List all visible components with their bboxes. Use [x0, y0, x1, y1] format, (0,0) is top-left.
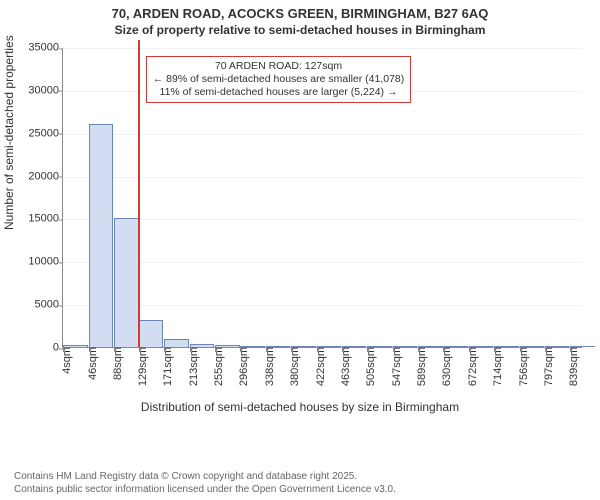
x-tick-label: 213sqm	[184, 347, 200, 386]
gridline	[63, 305, 582, 306]
x-tick-label: 296sqm	[234, 347, 250, 386]
x-tick-label: 797sqm	[539, 347, 555, 386]
property-marker-line	[138, 40, 140, 347]
gridline	[63, 134, 582, 135]
x-tick-label: 839sqm	[564, 347, 580, 386]
chart-subtitle: Size of property relative to semi-detach…	[0, 21, 600, 37]
x-axis-label: Distribution of semi-detached houses by …	[0, 400, 600, 414]
y-tick-label: 10000	[19, 257, 59, 268]
gridline	[63, 219, 582, 220]
x-tick-label: 505sqm	[361, 347, 377, 386]
gridline	[63, 177, 582, 178]
histogram-bar	[114, 218, 139, 347]
annotation-line-1: 70 ARDEN ROAD: 127sqm	[153, 60, 405, 73]
footer-line-2: Contains public sector information licen…	[14, 484, 396, 497]
annotation-line-2: ← 89% of semi-detached houses are smalle…	[153, 73, 405, 86]
x-tick-label: 547sqm	[387, 347, 403, 386]
histogram-bar	[89, 124, 114, 347]
y-tick-label: 5000	[19, 300, 59, 311]
x-tick-label: 589sqm	[412, 347, 428, 386]
x-tick-label: 380sqm	[285, 347, 301, 386]
footer-credits: Contains HM Land Registry data © Crown c…	[14, 471, 396, 496]
x-tick-label: 630sqm	[437, 347, 453, 386]
annotation-box: 70 ARDEN ROAD: 127sqm← 89% of semi-detac…	[146, 56, 412, 103]
x-tick-label: 88sqm	[108, 347, 124, 380]
y-tick-label: 35000	[19, 43, 59, 54]
chart-container: 70, ARDEN ROAD, ACOCKS GREEN, BIRMINGHAM…	[0, 0, 600, 500]
x-tick-label: 463sqm	[336, 347, 352, 386]
x-tick-label: 672sqm	[463, 347, 479, 386]
gridline	[63, 262, 582, 263]
gridline	[63, 48, 582, 49]
x-tick-label: 255sqm	[209, 347, 225, 386]
plot-area: 050001000015000200002500030000350004sqm4…	[62, 48, 582, 348]
x-tick-label: 714sqm	[488, 347, 504, 386]
x-tick-label: 129sqm	[133, 347, 149, 386]
chart-title: 70, ARDEN ROAD, ACOCKS GREEN, BIRMINGHAM…	[0, 0, 600, 21]
x-tick-label: 422sqm	[311, 347, 327, 386]
y-tick-label: 30000	[19, 85, 59, 96]
histogram-bar	[139, 320, 164, 347]
chart-wrap: Number of semi-detached properties 05000…	[0, 40, 600, 420]
x-tick-label: 171sqm	[158, 347, 174, 386]
y-tick-label: 15000	[19, 214, 59, 225]
y-tick-label: 25000	[19, 128, 59, 139]
x-tick-label: 756sqm	[514, 347, 530, 386]
histogram-bar	[164, 339, 189, 347]
annotation-line-3: 11% of semi-detached houses are larger (…	[153, 86, 405, 99]
footer-line-1: Contains HM Land Registry data © Crown c…	[14, 471, 396, 484]
x-tick-label: 4sqm	[57, 347, 73, 374]
y-axis-label: Number of semi-detached properties	[2, 35, 16, 230]
x-tick-label: 338sqm	[260, 347, 276, 386]
x-tick-label: 46sqm	[83, 347, 99, 380]
y-tick-label: 20000	[19, 171, 59, 182]
